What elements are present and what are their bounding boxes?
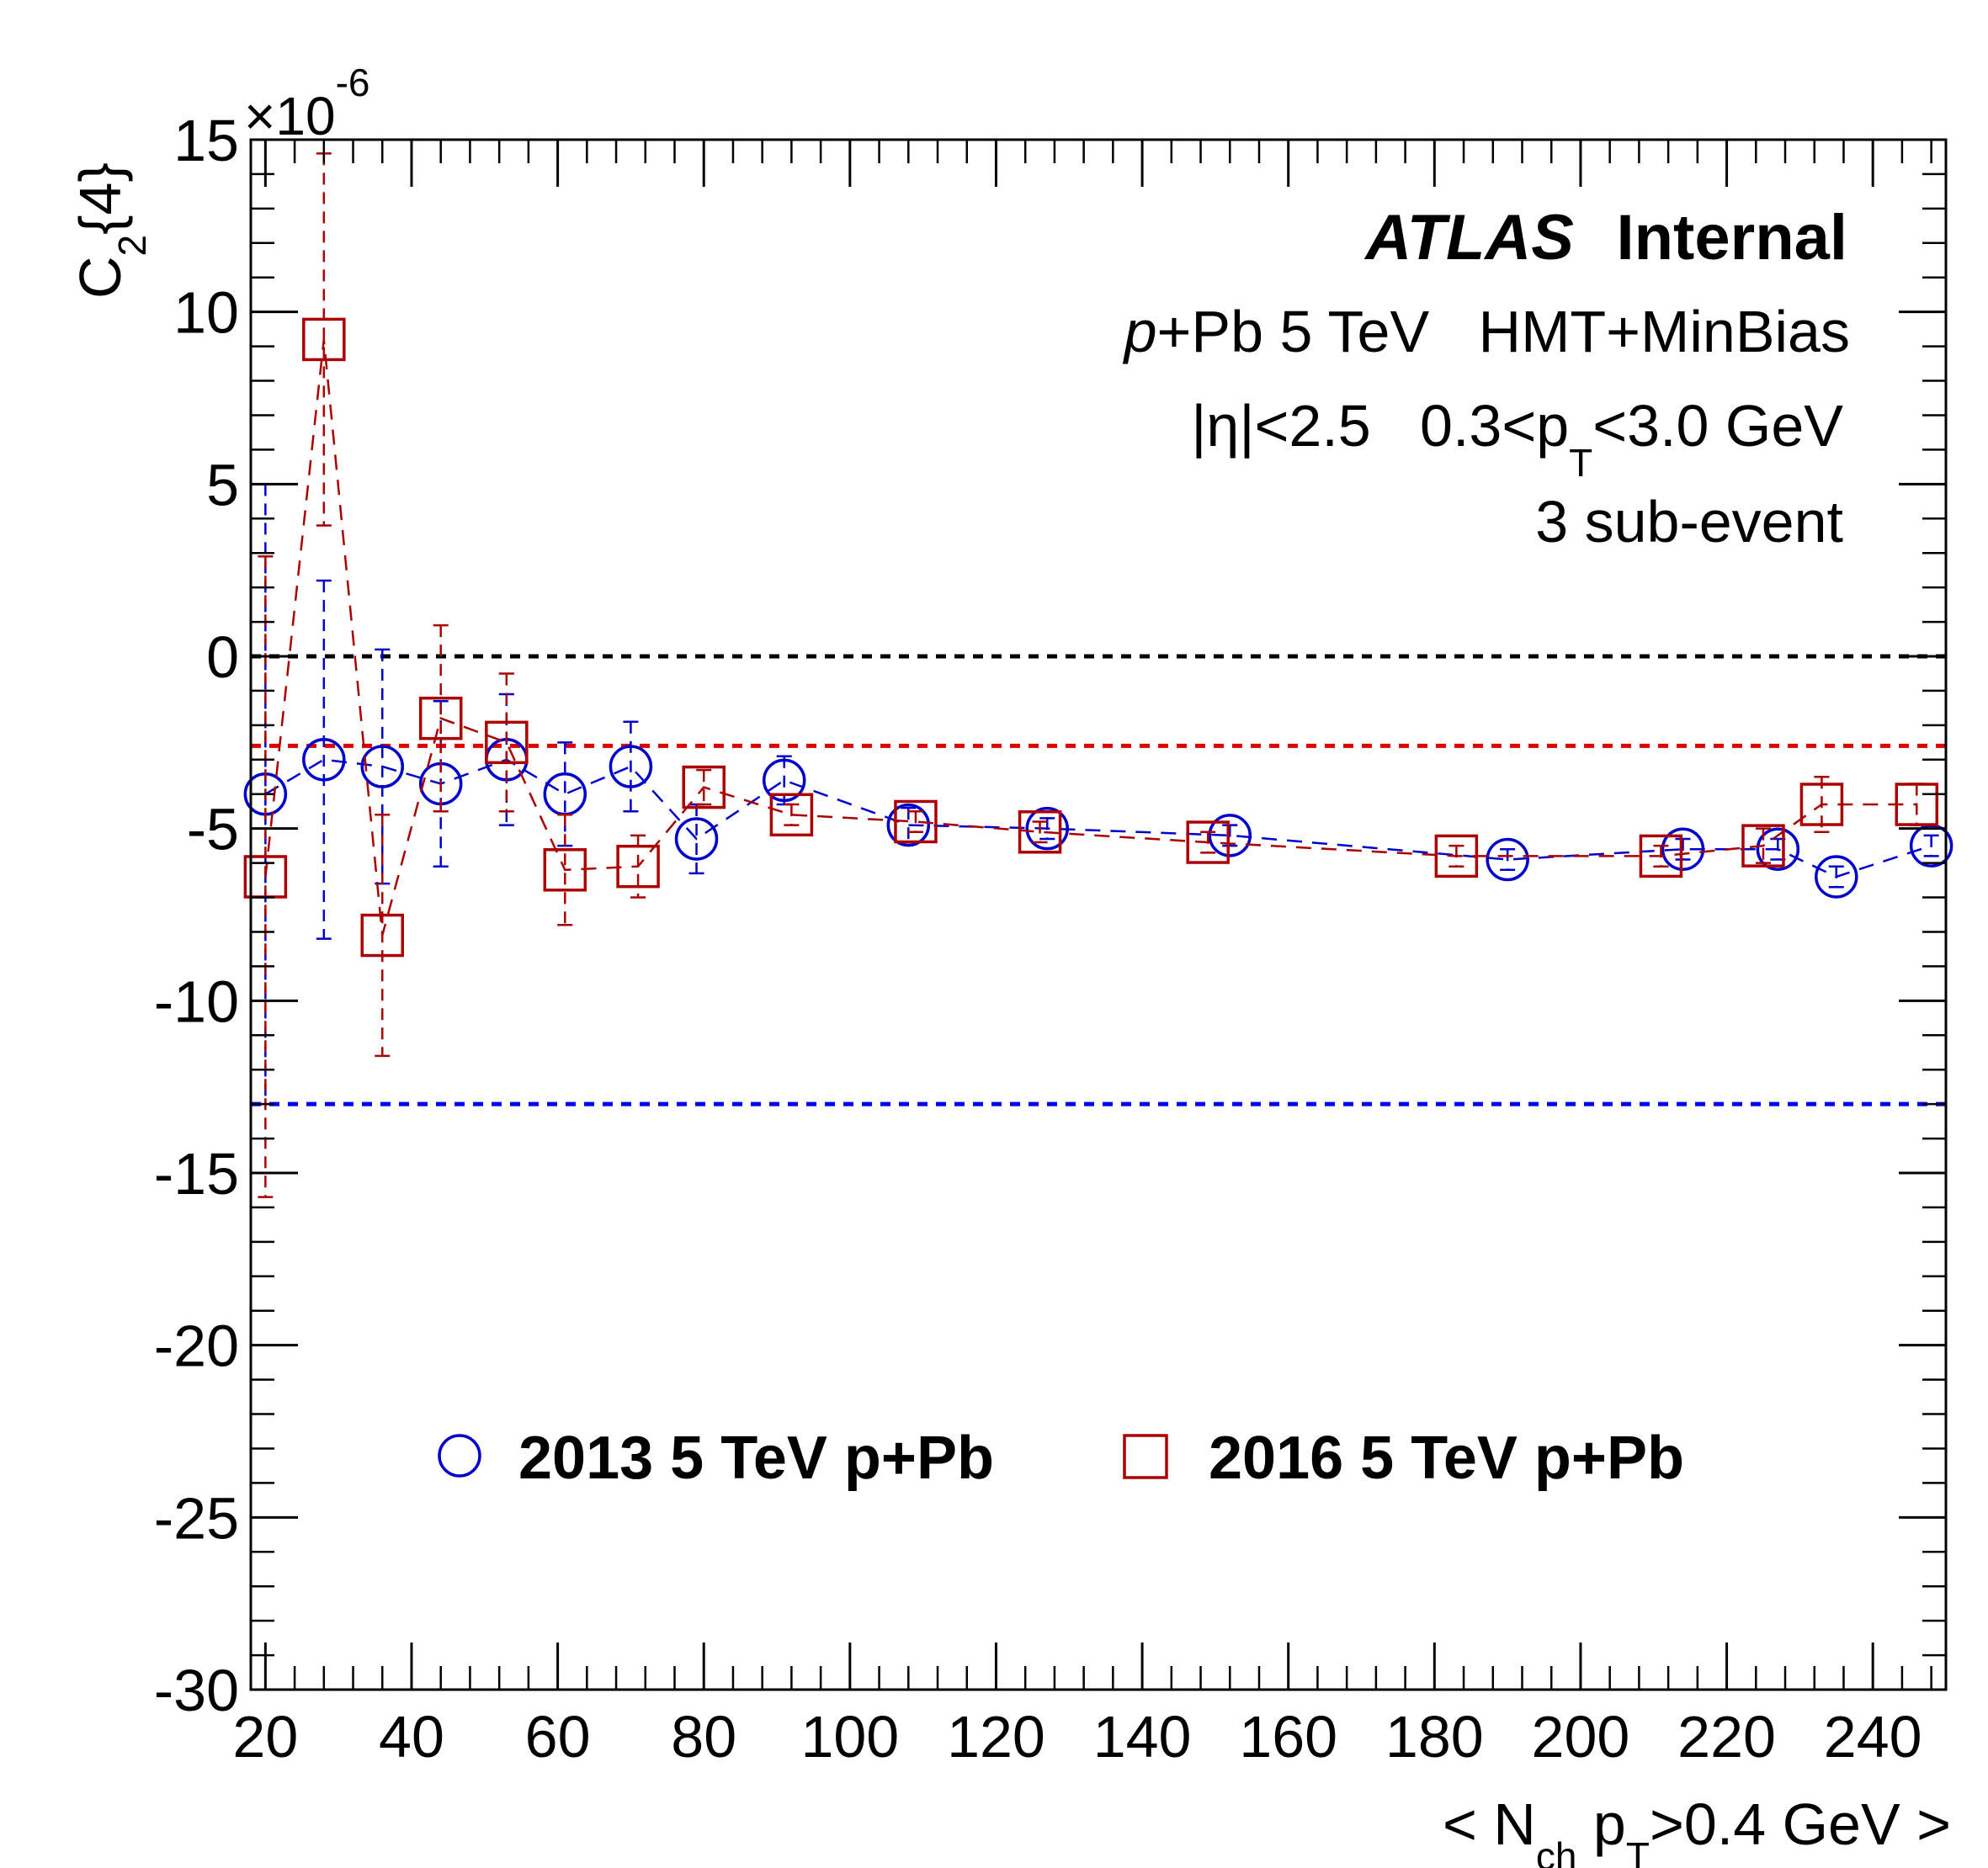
- y-axis-title-sub: 2: [110, 235, 154, 257]
- annotation-line-2: p+Pb 5 TeV HMT+MinBias: [1123, 299, 1850, 364]
- x-tick-label-60: 60: [525, 1704, 591, 1770]
- x-tick-label-220: 220: [1677, 1704, 1776, 1770]
- series-0: [243, 483, 1953, 1106]
- data-point-circle: [360, 745, 405, 788]
- y-tick-label--5: -5: [187, 797, 239, 862]
- legend: 2013 5 TeV p+Pb 2016 5 TeV p+Pb: [438, 1425, 1684, 1492]
- atlas-label: ATLAS: [1363, 202, 1574, 273]
- x-tick-label-140: 140: [1093, 1704, 1192, 1770]
- data-point-circle: [609, 745, 653, 788]
- annotation-line-3-sub: T: [1569, 441, 1592, 485]
- data-point-square: [616, 844, 660, 889]
- annotation-line-3-eta: |η|<2.5 0.3<p: [1191, 393, 1569, 459]
- x-tick-label-180: 180: [1385, 1704, 1484, 1770]
- y-tick-label-15: 15: [173, 108, 239, 173]
- axis-ticks: 20 40 60 80 100 120 140 160 180 200 220 240 15 10 5 0 -5…: [154, 108, 1946, 1770]
- x-tick-label-160: 160: [1239, 1704, 1337, 1770]
- plot-frame-rect: [249, 138, 1948, 1691]
- y-axis-title-rest: {4}: [67, 162, 133, 235]
- y-tick-label--20: -20: [154, 1313, 239, 1379]
- data-point-square: [360, 913, 405, 958]
- data-point-square: [1895, 783, 1939, 826]
- y-tick-label--15: -15: [154, 1141, 239, 1207]
- y-axis-title: C2{4}: [67, 162, 154, 299]
- data-point-circle: [1756, 827, 1800, 871]
- data-point-square: [485, 720, 529, 765]
- series-1: [243, 152, 1939, 1198]
- x-axis-title: < Nch pT>0.4 GeV >: [1443, 1791, 1951, 1868]
- data-point-square: [1639, 834, 1683, 878]
- data-point-square: [1018, 810, 1062, 854]
- x-tick-label-80: 80: [671, 1704, 736, 1770]
- x-tick-label-40: 40: [379, 1704, 444, 1770]
- x-tick-label-120: 120: [947, 1704, 1045, 1770]
- series-layer: [243, 152, 1953, 1198]
- x-tick-label-240: 240: [1824, 1704, 1922, 1770]
- y-exponent: ×10-6: [244, 61, 369, 146]
- data-point-circle: [1486, 837, 1529, 882]
- legend-label-2013: 2013 5 TeV p+Pb: [518, 1425, 994, 1492]
- y-exponent-power: -6: [336, 61, 370, 104]
- data-point-circle: [1815, 855, 1858, 899]
- y-exponent-base: ×10: [244, 86, 336, 146]
- x-axis-title-c: >0.4 GeV >: [1650, 1791, 1951, 1857]
- data-point-circle: [762, 758, 806, 803]
- y-tick-label--30: -30: [154, 1658, 239, 1723]
- data-point-circle: [302, 738, 346, 782]
- x-tick-label-20: 20: [232, 1704, 298, 1770]
- data-point-circle: [1208, 814, 1252, 857]
- data-point-circle: [1025, 806, 1069, 851]
- data-point-square: [418, 696, 463, 740]
- legend-label-2016: 2016 5 TeV p+Pb: [1209, 1425, 1684, 1492]
- data-point-square: [302, 317, 346, 362]
- data-point-circle: [674, 817, 719, 861]
- series-1-line: [264, 339, 1917, 936]
- legend-marker-2013: [438, 1434, 481, 1478]
- y-tick-label--25: -25: [154, 1485, 239, 1551]
- data-point-circle: [1661, 827, 1705, 871]
- x-axis-title-a: < N: [1443, 1791, 1536, 1857]
- x-axis-title-sub1: ch: [1536, 1834, 1577, 1868]
- x-tick-label-100: 100: [800, 1704, 899, 1770]
- plot-frame: [249, 138, 1948, 1691]
- x-axis-title-b: p: [1576, 1791, 1625, 1857]
- internal-label: Internal: [1617, 202, 1848, 273]
- y-tick-label--10: -10: [154, 968, 239, 1034]
- annotation-line-2-italic: p: [1123, 299, 1157, 364]
- annotation-line-4: 3 sub-event: [1535, 489, 1843, 555]
- x-tick-label-200: 200: [1532, 1704, 1630, 1770]
- data-point-square: [1434, 834, 1479, 878]
- data-point-square: [894, 799, 938, 844]
- annotation-line-3: |η|<2.5 0.3<pT<3.0 GeV: [1191, 393, 1843, 485]
- legend-marker-2016: [1123, 1434, 1168, 1479]
- reference-lines: [251, 654, 1946, 1106]
- annotation-line-2-rest: +Pb 5 TeV HMT+MinBias: [1157, 299, 1851, 364]
- data-point-square: [1186, 820, 1230, 864]
- y-tick-label-5: 5: [206, 452, 239, 517]
- data-point-circle: [886, 803, 931, 847]
- x-axis-title-sub2: T: [1626, 1834, 1650, 1868]
- y-tick-label-0: 0: [206, 624, 239, 690]
- y-axis-title-c: C: [67, 256, 133, 299]
- annotation-line-3-rest: <3.0 GeV: [1592, 393, 1843, 459]
- y-tick-label-10: 10: [173, 280, 239, 346]
- data-point-square: [1799, 783, 1844, 826]
- data-point-square: [1741, 824, 1785, 868]
- data-point-square: [682, 765, 726, 809]
- data-point-square: [543, 848, 587, 892]
- data-point-square: [769, 793, 814, 837]
